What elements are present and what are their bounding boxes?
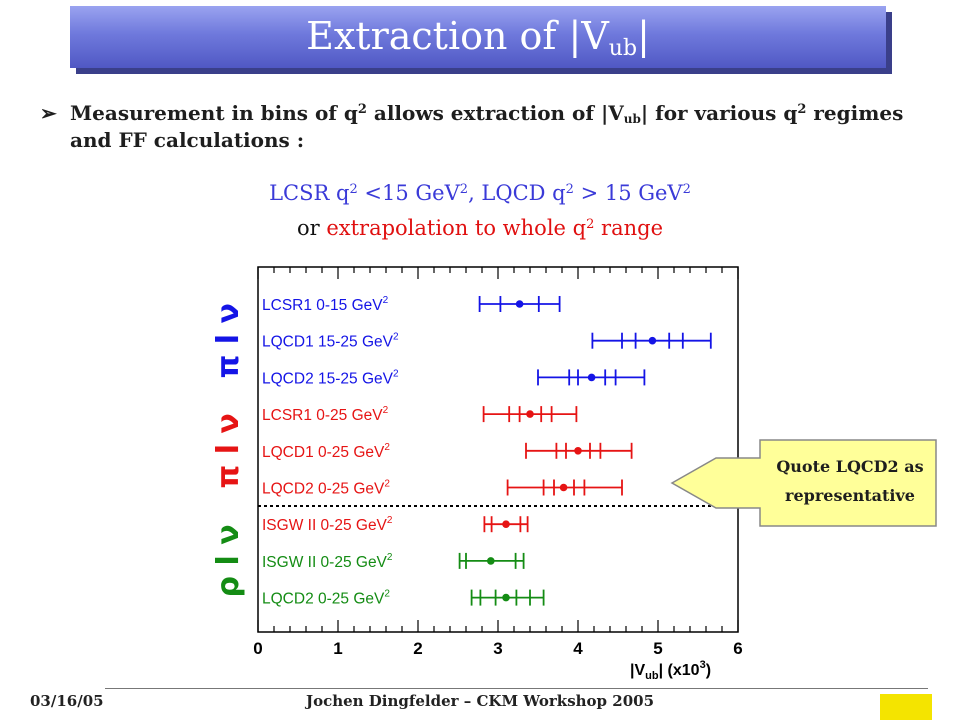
group-label: π l ν bbox=[211, 413, 246, 488]
data-row: LCSR1 0-15 GeV2 bbox=[262, 295, 561, 314]
row-label: LQCD2 15-25 GeV2 bbox=[262, 368, 399, 387]
x-tick-label: 5 bbox=[653, 639, 662, 658]
row-label: LQCD2 0-25 GeV2 bbox=[262, 479, 390, 498]
bullet-text: Measurement in bins of q2 allows extract… bbox=[70, 101, 904, 152]
row-label: LQCD1 15-25 GeV2 bbox=[262, 332, 399, 351]
row-label: LQCD2 0-25 GeV2 bbox=[262, 589, 390, 608]
data-row: ISGW II 0-25 GeV2 bbox=[262, 515, 529, 534]
footer-divider bbox=[105, 688, 928, 689]
central-value-point bbox=[574, 447, 582, 455]
x-tick-label: 0 bbox=[253, 639, 262, 658]
x-axis-tick-labels: 0 1 2 3 4 5 6 bbox=[253, 639, 742, 658]
x-tick-label: 6 bbox=[733, 639, 742, 658]
row-label: LQCD1 0-25 GeV2 bbox=[262, 442, 390, 461]
central-value-point bbox=[502, 593, 510, 602]
x-tick-label: 3 bbox=[493, 639, 502, 658]
subtitle-line-2: or extrapolation to whole q2 range bbox=[296, 216, 664, 240]
footer-date: 03/16/05 bbox=[30, 692, 104, 710]
data-row: LQCD1 0-25 GeV2 bbox=[262, 442, 633, 461]
x-tick-label: 2 bbox=[413, 639, 422, 658]
data-row: LCSR1 0-25 GeV2 bbox=[262, 405, 578, 424]
x-tick-label: 1 bbox=[333, 639, 342, 658]
page-title: Extraction of |Vub| bbox=[306, 13, 650, 61]
data-row: LQCD2 0-25 GeV2 bbox=[258, 479, 738, 507]
subtitle-line-1: LCSR q2 <15 GeV2, LQCD q2 > 15 GeV2 bbox=[269, 181, 691, 205]
footer-yellow-box bbox=[880, 694, 932, 720]
title-banner: Extraction of |Vub| bbox=[70, 6, 886, 68]
row-label: ISGW II 0-25 GeV2 bbox=[262, 552, 393, 571]
central-value-point bbox=[526, 410, 534, 418]
data-rows: LCSR1 0-15 GeV2 LQCD1 15-25 GeV2 LQCD2 15-… bbox=[258, 295, 738, 608]
data-row: LQCD1 15-25 GeV2 bbox=[262, 332, 712, 351]
bullet-arrow-icon: ➢ bbox=[40, 101, 57, 125]
x-axis-label: |Vub| (x103) bbox=[630, 659, 711, 682]
central-value-point bbox=[502, 520, 510, 528]
row-label: ISGW II 0-25 GeV2 bbox=[262, 515, 393, 534]
group-label: π l ν bbox=[211, 303, 246, 378]
central-value-point bbox=[648, 336, 657, 345]
row-label: LCSR1 0-25 GeV2 bbox=[262, 405, 389, 424]
callout-arrow bbox=[670, 439, 937, 527]
data-row: LQCD2 0-25 GeV2 bbox=[262, 589, 545, 608]
row-label: LCSR1 0-15 GeV2 bbox=[262, 295, 389, 314]
group-labels: π l ν π l ν ρ l ν bbox=[211, 303, 246, 597]
x-tick-label: 4 bbox=[573, 639, 583, 658]
central-value-point bbox=[487, 557, 495, 565]
footer-author: Jochen Dingfelder – CKM Workshop 2005 bbox=[305, 692, 655, 710]
central-value-point bbox=[559, 483, 568, 492]
data-row: LQCD2 15-25 GeV2 bbox=[262, 368, 646, 387]
data-row: ISGW II 0-25 GeV2 bbox=[262, 552, 525, 571]
group-label: ρ l ν bbox=[211, 524, 246, 597]
central-value-point bbox=[515, 300, 524, 308]
x-axis-ticks bbox=[257, 267, 739, 632]
callout-text: Quote LQCD2 as representative bbox=[776, 457, 924, 505]
central-value-point bbox=[587, 373, 596, 382]
